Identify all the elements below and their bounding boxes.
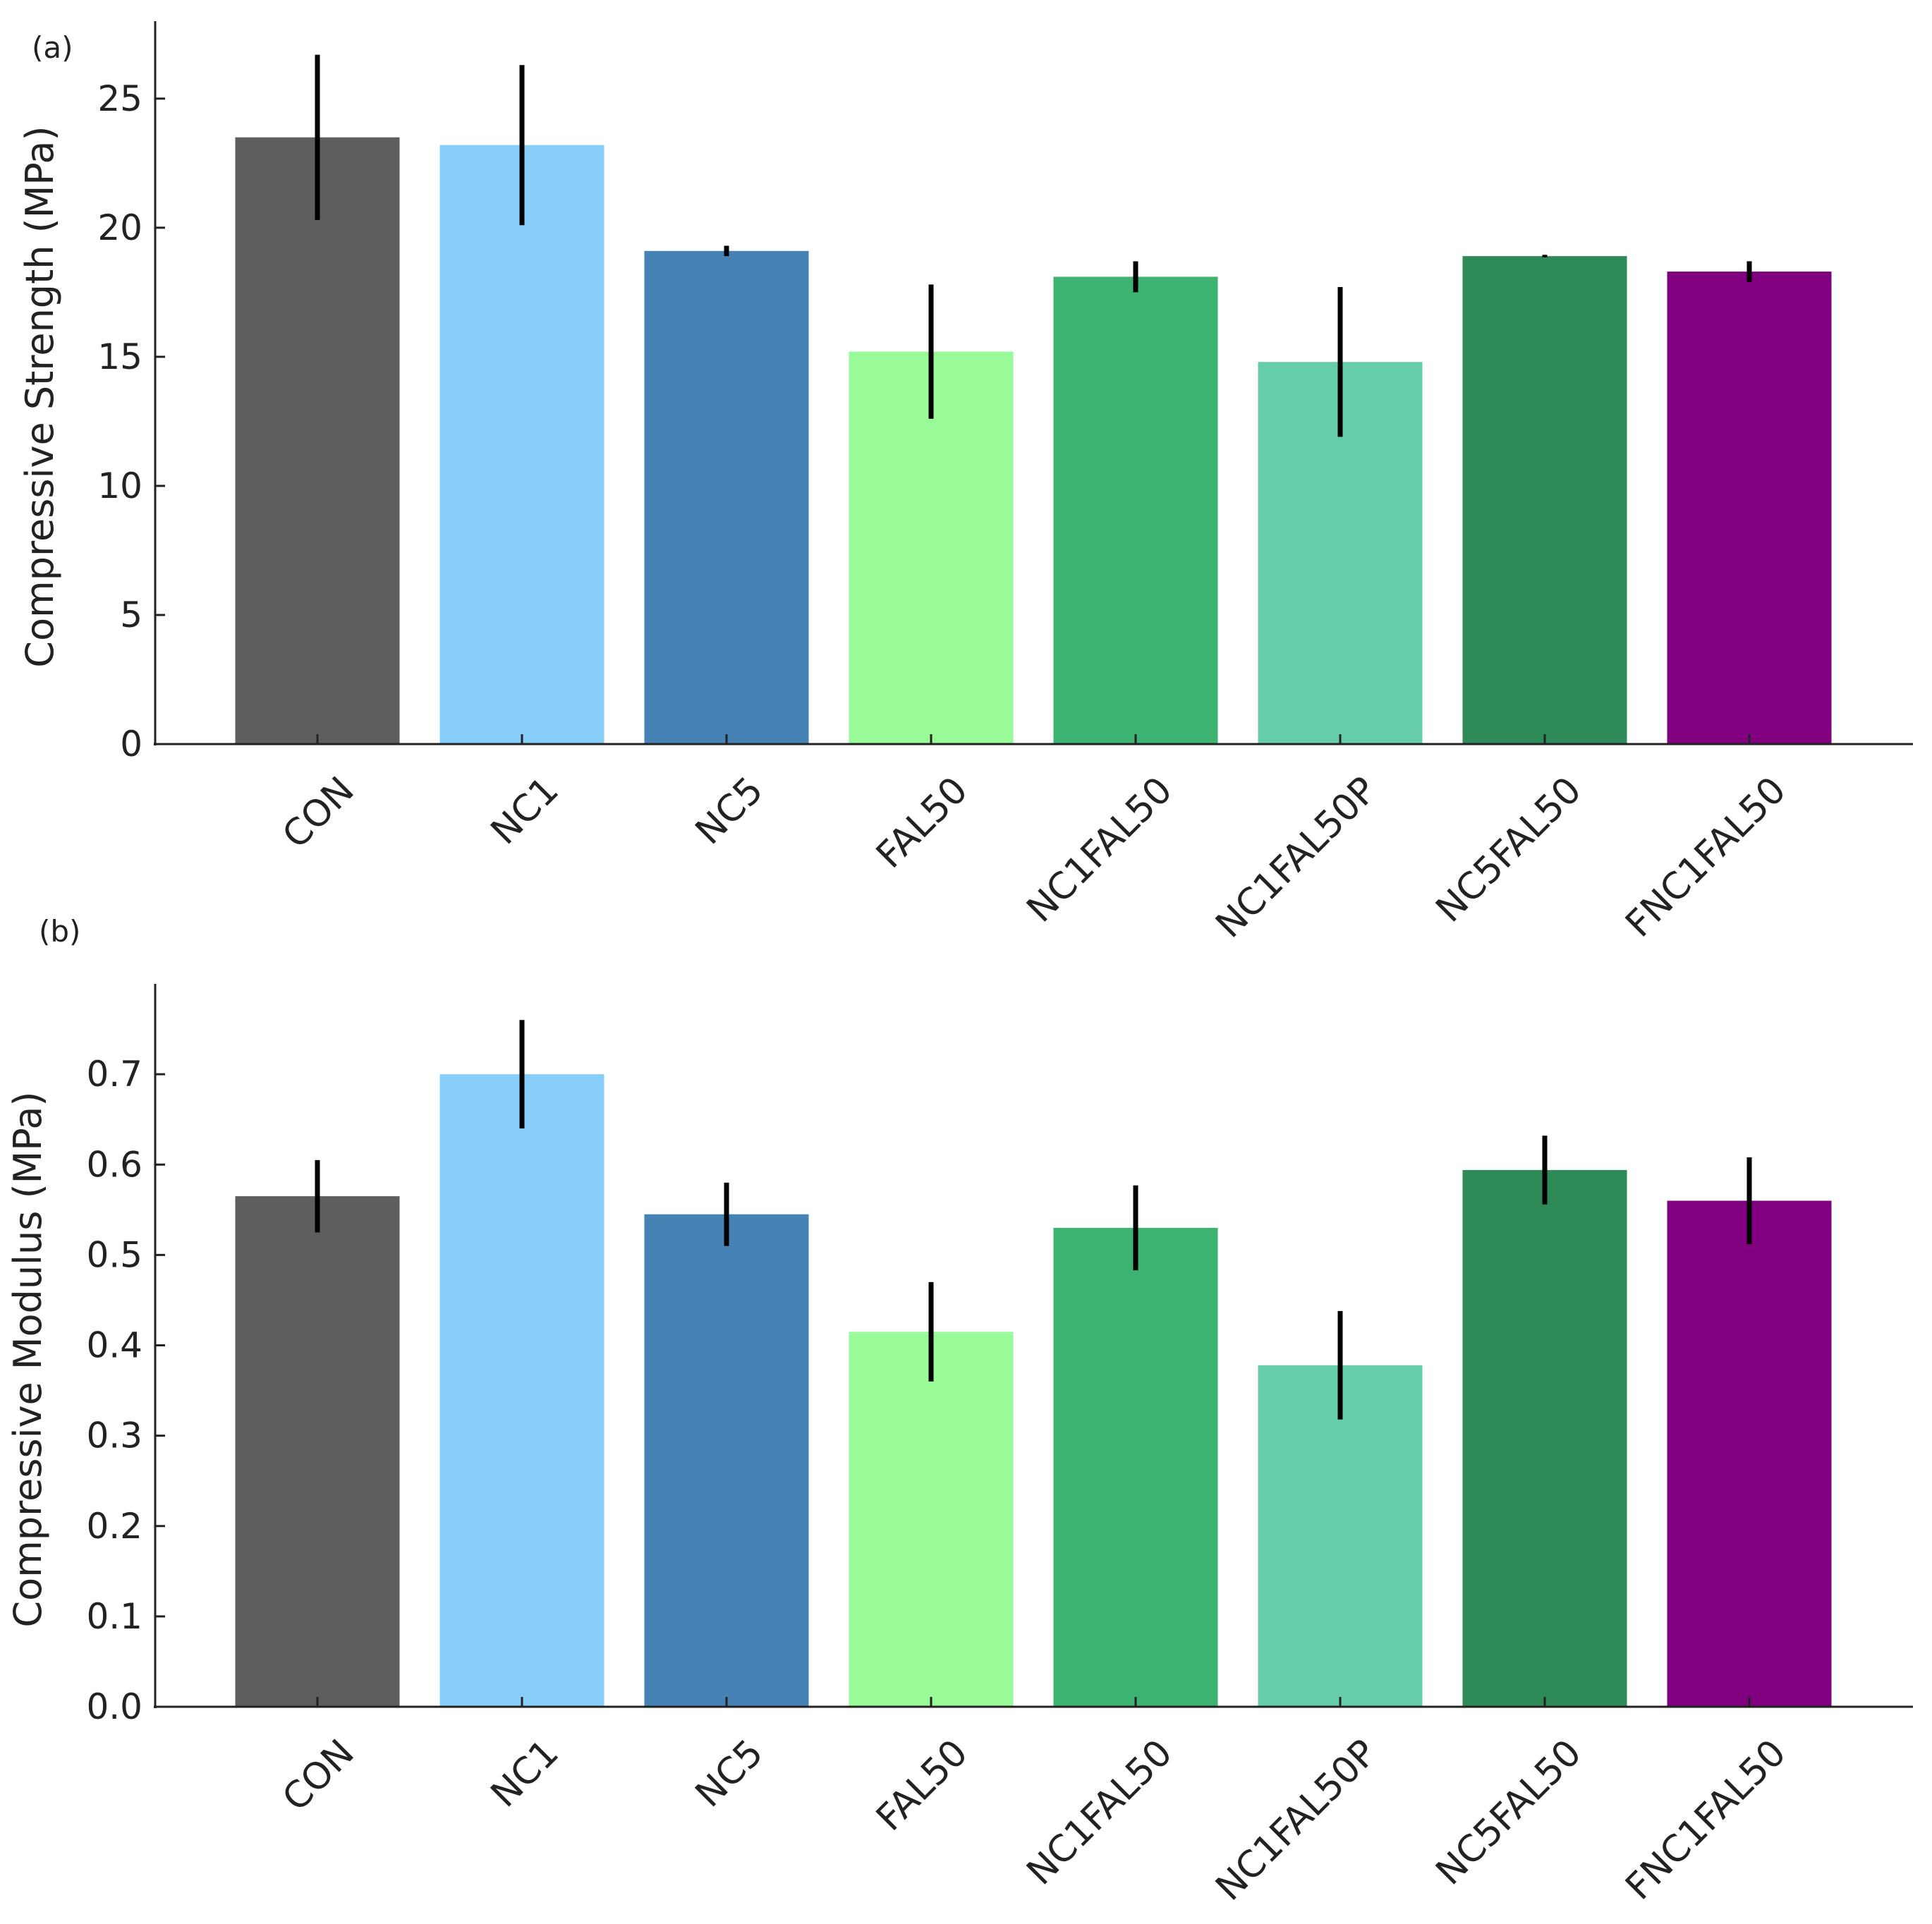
- bar-nc1fal50: [1053, 276, 1218, 744]
- y-axis-title: Compressive Modulus (MPa): [6, 1091, 50, 1627]
- y-tick-label: 5: [120, 595, 142, 635]
- bar-fnc1fal50: [1667, 1200, 1832, 1707]
- y-tick-label: 20: [97, 207, 142, 248]
- y-tick-label: 25: [97, 78, 142, 119]
- bar-nc5fal50: [1462, 256, 1627, 744]
- x-tick-label: FAL50: [868, 769, 976, 877]
- y-tick-label: 0.2: [86, 1506, 142, 1547]
- x-tick-label: CON: [274, 1731, 363, 1820]
- y-tick-label: 0: [120, 724, 142, 765]
- x-tick-label: NC1: [483, 1731, 567, 1815]
- x-tick-label: CON: [274, 769, 363, 857]
- bar-con: [235, 137, 400, 744]
- y-tick-label: 0.4: [86, 1325, 142, 1366]
- bar-nc5: [644, 1214, 809, 1707]
- x-tick-label: NC5: [688, 769, 772, 853]
- y-tick-label: 0.1: [86, 1596, 142, 1637]
- x-tick-label: FAL50: [868, 1731, 976, 1839]
- x-tick-label: NC5FAL50: [1428, 1731, 1590, 1893]
- bar-nc1fal50: [1053, 1227, 1218, 1707]
- bar-nc5fal50: [1462, 1169, 1627, 1707]
- x-tick-label: FNC1FAL50: [1617, 1731, 1794, 1908]
- y-tick-label: 0.6: [86, 1144, 142, 1185]
- x-tick-label: NC1FAL50P: [1208, 1731, 1385, 1908]
- x-tick-label: NC1FAL50P: [1208, 769, 1385, 946]
- panel-label: (a): [32, 30, 73, 65]
- bar-nc1fal50p: [1258, 1365, 1423, 1707]
- x-tick-label: FNC1FAL50: [1617, 769, 1794, 945]
- x-tick-label: NC5FAL50: [1428, 769, 1590, 930]
- y-tick-label: 10: [97, 465, 142, 506]
- y-tick-label: 0.5: [86, 1234, 142, 1275]
- bar-con: [235, 1196, 400, 1707]
- bar-nc1: [439, 145, 604, 744]
- x-tick-label: NC5: [688, 1731, 772, 1815]
- x-tick-label: NC1FAL50: [1019, 769, 1181, 930]
- bar-fal50: [849, 1332, 1014, 1707]
- bar-nc5: [644, 250, 809, 744]
- y-axis-title: Compressive Strength (MPa): [18, 126, 62, 667]
- bar-nc1: [439, 1074, 604, 1707]
- y-tick-label: 0.7: [86, 1054, 142, 1095]
- bar-fnc1fal50: [1667, 272, 1832, 744]
- y-tick-label: 0.3: [86, 1415, 142, 1456]
- x-tick-label: NC1: [483, 769, 567, 853]
- panel-label: (b): [39, 914, 80, 949]
- y-tick-label: 15: [97, 336, 142, 377]
- y-tick-label: 0.0: [86, 1686, 142, 1727]
- x-tick-label: NC1FAL50: [1019, 1731, 1181, 1893]
